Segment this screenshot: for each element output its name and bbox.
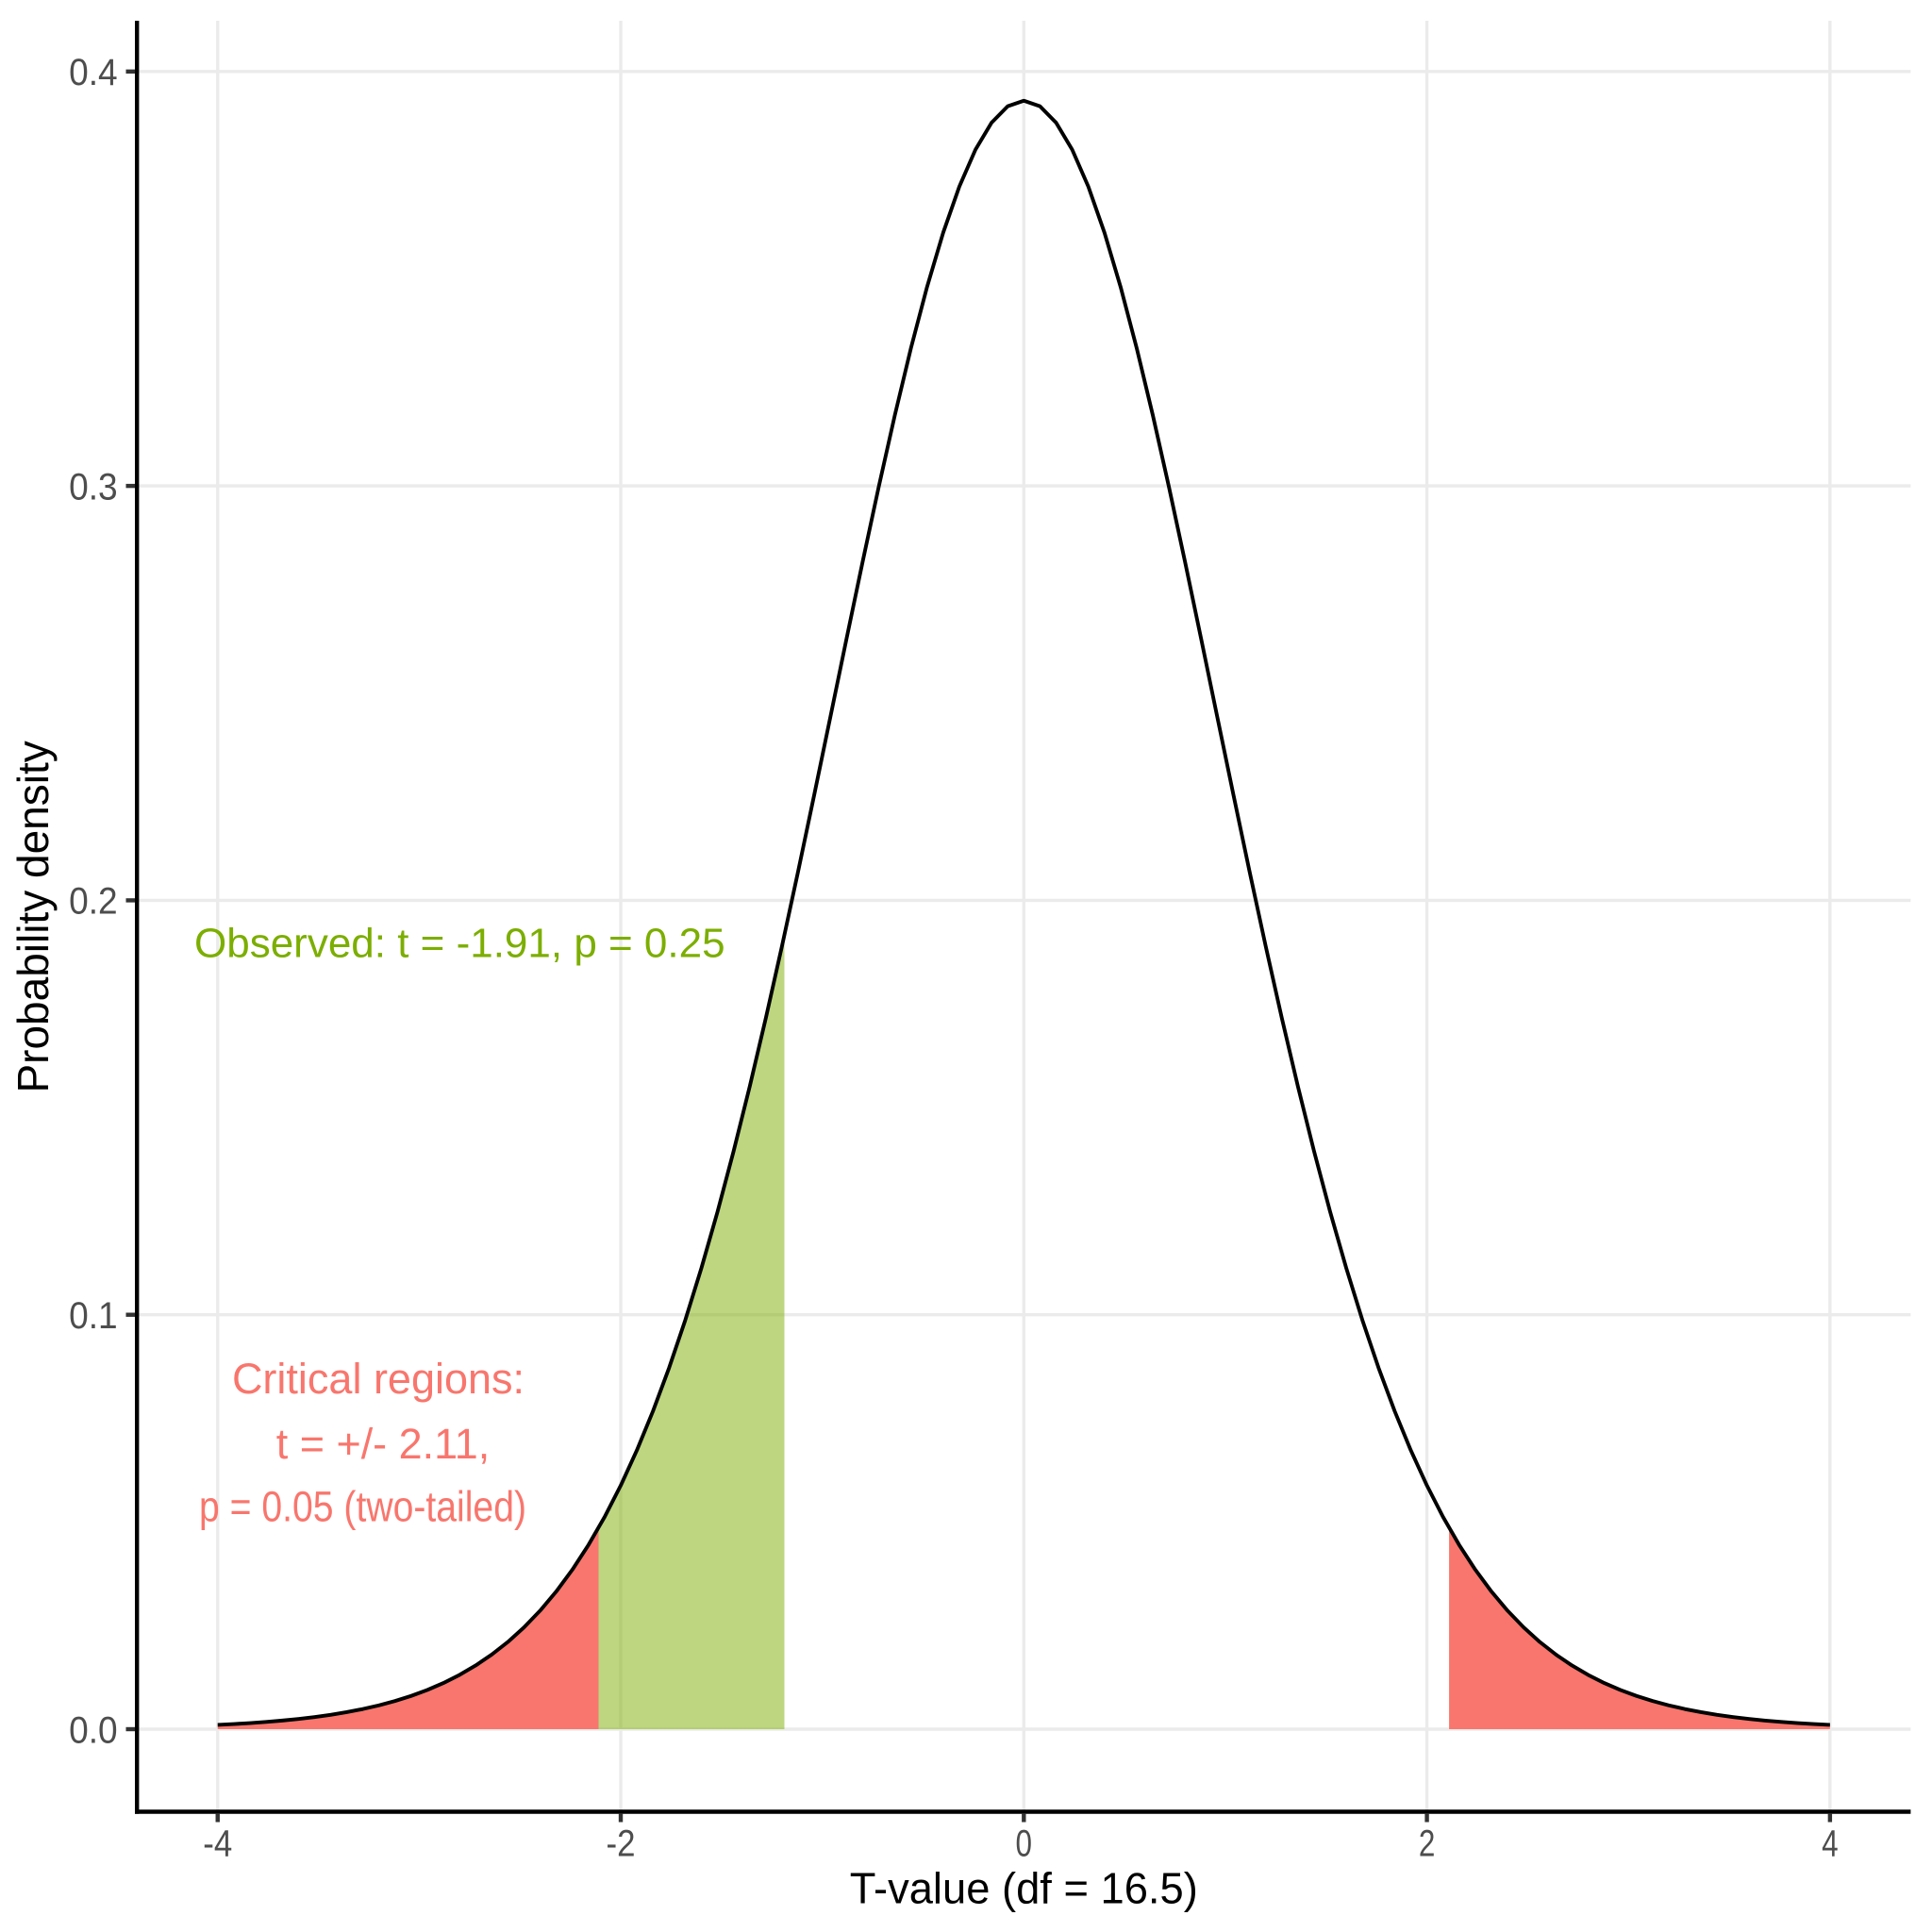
svg-text:p = 0.05 (two-tailed): p = 0.05 (two-tailed) <box>199 1483 526 1531</box>
svg-text:4: 4 <box>1822 1824 1839 1865</box>
svg-text:0.0: 0.0 <box>69 1709 118 1751</box>
svg-text:T-value (df = 16.5): T-value (df = 16.5) <box>850 1864 1198 1913</box>
svg-text:-2: -2 <box>607 1824 636 1865</box>
svg-text:Observed: t = -1.91, p = 0.25: Observed: t = -1.91, p = 0.25 <box>194 920 725 966</box>
svg-text:0.3: 0.3 <box>69 466 118 508</box>
svg-text:t = +/- 2.11,: t = +/- 2.11, <box>276 1420 491 1468</box>
svg-text:0.4: 0.4 <box>69 52 118 93</box>
svg-text:0.2: 0.2 <box>69 881 118 923</box>
svg-text:2: 2 <box>1419 1824 1436 1865</box>
svg-text:0: 0 <box>1016 1824 1033 1865</box>
svg-text:Probability density: Probability density <box>8 741 58 1092</box>
svg-text:0.1: 0.1 <box>69 1295 118 1337</box>
svg-text:-4: -4 <box>203 1824 232 1865</box>
svg-text:Critical regions:: Critical regions: <box>232 1355 525 1403</box>
